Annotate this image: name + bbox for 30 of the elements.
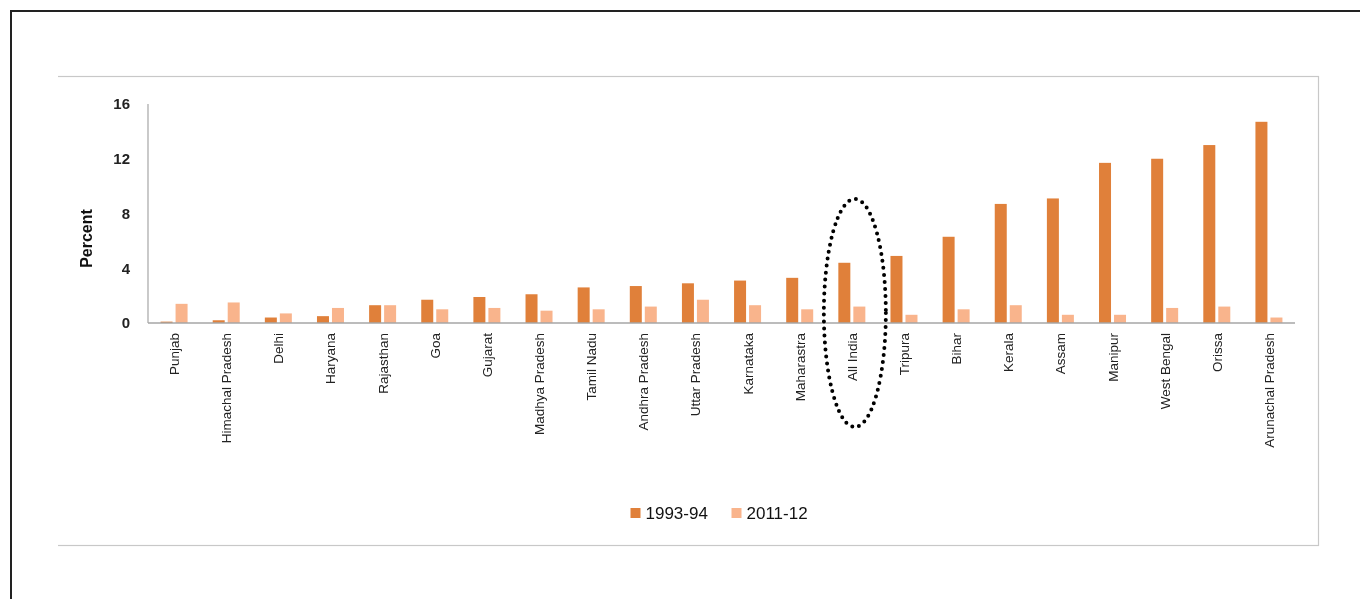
x-tick-label: Andhra Pradesh — [636, 333, 652, 431]
x-tick-label: Orissa — [1209, 332, 1225, 373]
x-tick-label: Manipur — [1105, 332, 1121, 382]
x-tick-label: Uttar Pradesh — [688, 333, 704, 417]
x-tick-label: Rajasthan — [375, 333, 391, 394]
y-tick-label: 16 — [113, 95, 130, 113]
legend-label: 1993-94 — [645, 503, 708, 523]
x-tick-label: Karnataka — [740, 332, 756, 395]
x-tick-label: All India — [844, 332, 860, 382]
x-tick-label: Bihar — [949, 332, 965, 365]
y-tick-label: 12 — [113, 150, 130, 167]
x-tick-label: Maharastra — [792, 332, 808, 402]
y-tick-label: 4 — [121, 259, 131, 277]
x-tick-label: Kerala — [1001, 332, 1017, 373]
x-tick-label: Delhi — [271, 333, 287, 364]
x-tick-label: Tripura — [896, 332, 912, 376]
x-tick-label: Tamil Nadu — [584, 333, 600, 401]
x-tick-label: Himachal Pradesh — [219, 333, 235, 444]
y-tick-label: 8 — [121, 204, 130, 222]
x-tick-label: Haryana — [323, 332, 339, 385]
x-tick-label: Punjab — [167, 333, 183, 376]
y-axis-title: Percent — [78, 208, 95, 268]
x-tick-label: Madhya Pradesh — [532, 333, 548, 436]
y-tick-label: 0 — [121, 314, 130, 332]
x-tick-label: Assam — [1053, 333, 1069, 375]
x-tick-label: West Bengal — [1157, 333, 1173, 410]
x-tick-label: Arunachal Pradesh — [1261, 333, 1277, 448]
x-tick-label: Gujarat — [479, 332, 495, 378]
x-tick-label: Goa — [427, 332, 443, 359]
legend-label: 2011-12 — [746, 503, 808, 523]
